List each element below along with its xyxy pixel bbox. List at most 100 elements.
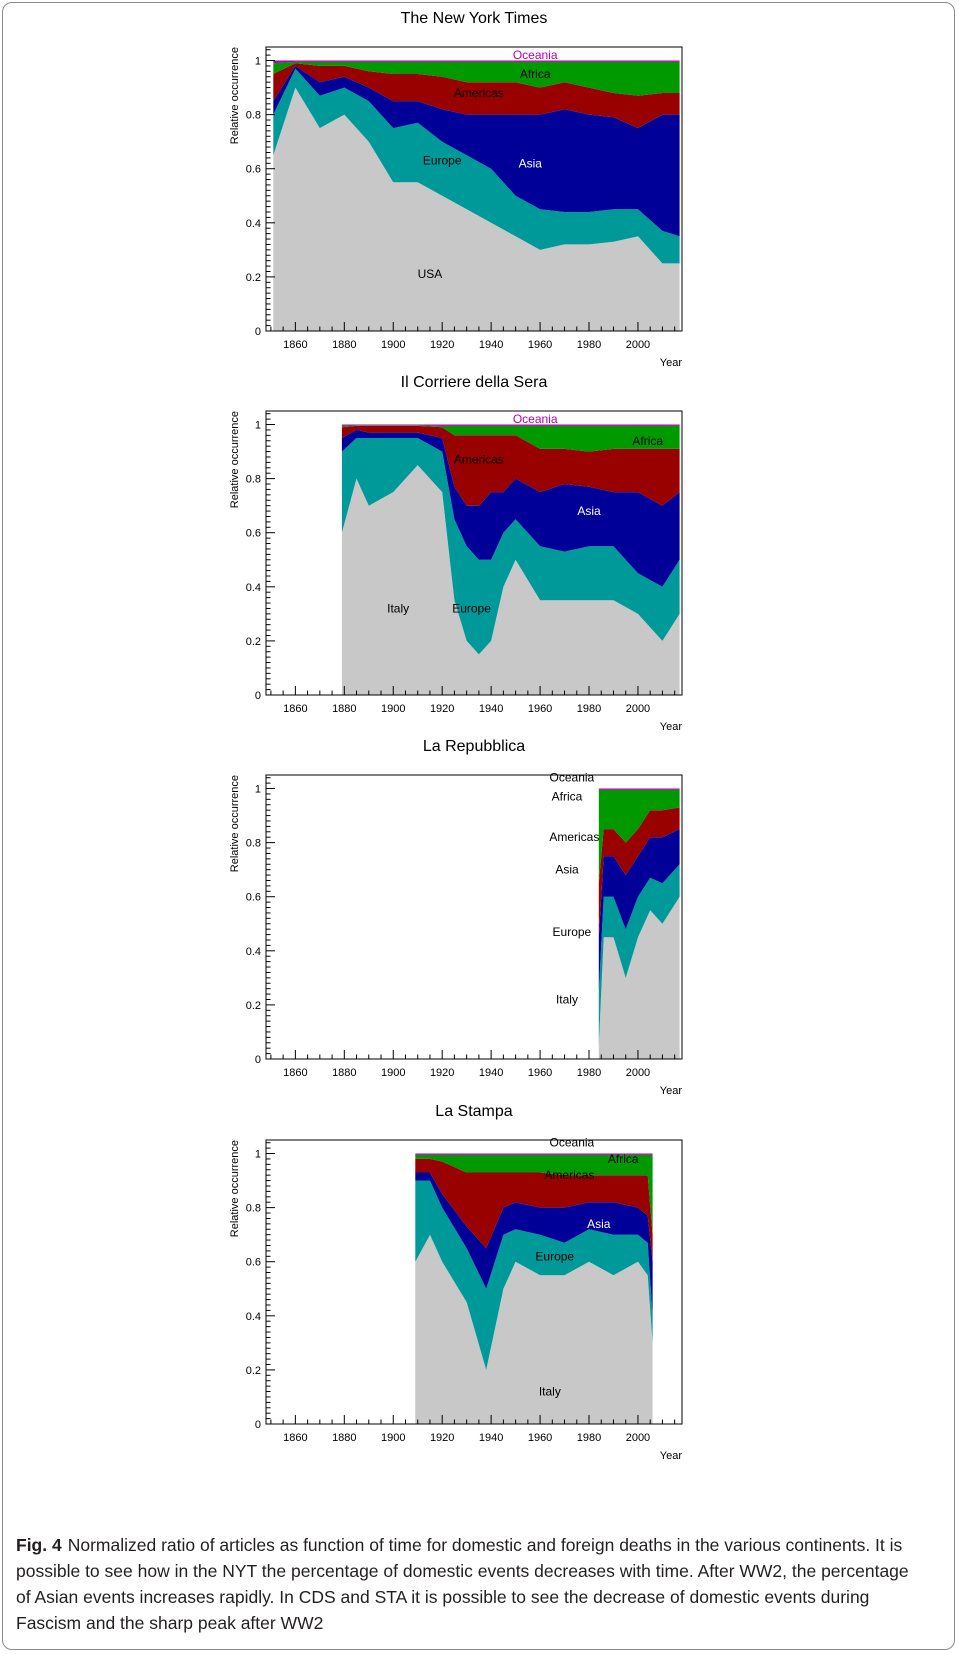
x-tick-label: 1900 — [381, 1432, 405, 1444]
y-tick-label: 0 — [255, 1419, 261, 1431]
area-asia — [598, 829, 680, 992]
y-tick-label: 0.4 — [246, 218, 261, 230]
area-italy — [341, 465, 680, 695]
x-tick-label: 1900 — [381, 1067, 405, 1079]
y-tick-label: 0.6 — [246, 1257, 261, 1269]
annotation-americas: Americas — [549, 830, 599, 844]
y-tick-label: 0.8 — [246, 110, 261, 122]
area-asia — [415, 1172, 653, 1316]
area-africa — [273, 61, 680, 96]
y-tick-label: 0.2 — [246, 636, 261, 648]
annotation-oceania: Oceania — [513, 412, 558, 426]
annotation-europe: Europe — [535, 1249, 574, 1263]
x-tick-label: 1920 — [430, 339, 454, 351]
x-tick-label: 2000 — [626, 703, 650, 715]
area-oceania — [341, 424, 680, 426]
area-africa — [598, 789, 680, 884]
area-americas — [415, 1158, 653, 1262]
annotation-italy: Italy — [556, 992, 578, 1006]
area-europe — [598, 864, 680, 1046]
y-tick-label: 0.8 — [246, 1203, 261, 1215]
annotation-oceania: Oceania — [550, 1136, 595, 1150]
x-tick-label: 1980 — [577, 703, 601, 715]
annotation-africa: Africa — [608, 1152, 639, 1166]
annotation-oceania: Oceania — [513, 48, 558, 62]
y-tick-label: 0.2 — [246, 1000, 261, 1012]
x-tick-label: 1880 — [332, 703, 356, 715]
y-tick-label: 0 — [255, 690, 261, 702]
x-tick-label: 1920 — [430, 1432, 454, 1444]
y-tick-label: 0.4 — [246, 946, 261, 958]
y-tick-label: 0.8 — [246, 838, 261, 850]
area-oceania — [273, 60, 680, 64]
annotation-europe: Europe — [452, 601, 491, 615]
x-tick-label: 1860 — [283, 1067, 307, 1079]
annotation-italy: Italy — [387, 601, 409, 615]
figure-caption-text: Normalized ratio of articles as function… — [16, 1535, 909, 1633]
x-tick-label: 1980 — [577, 339, 601, 351]
x-tick-label: 1960 — [528, 1067, 552, 1079]
annotation-africa: Africa — [552, 790, 583, 804]
figure-label: Fig. 4 — [16, 1535, 62, 1555]
x-tick-label: 1940 — [479, 1432, 503, 1444]
x-tick-label: 1920 — [430, 1067, 454, 1079]
y-tick-label: 0.4 — [246, 582, 261, 594]
chart-title: The New York Times — [401, 10, 548, 27]
chart-title: La Stampa — [435, 1103, 512, 1120]
x-tick-label: 1880 — [332, 1432, 356, 1444]
area-europe — [341, 438, 680, 655]
area-africa — [415, 1154, 653, 1235]
area-africa — [341, 425, 680, 452]
x-axis-label: Year — [660, 1450, 683, 1462]
y-tick-label: 0.6 — [246, 892, 261, 904]
annotation-usa: USA — [418, 267, 443, 281]
x-tick-label: 1920 — [430, 703, 454, 715]
x-tick-label: 1980 — [577, 1432, 601, 1444]
area-asia — [273, 65, 680, 237]
annotation-asia: Asia — [587, 1217, 611, 1231]
chart-title: La Repubblica — [423, 738, 525, 755]
annotation-africa: Africa — [520, 67, 551, 81]
x-tick-label: 1900 — [381, 339, 405, 351]
x-tick-label: 2000 — [626, 1067, 650, 1079]
chart-il-corriere-della-sera: Il Corriere della Sera 1860 1880 1900 1920 19… — [229, 374, 683, 733]
area-americas — [273, 63, 680, 129]
y-tick-label: 0.2 — [246, 272, 261, 284]
annotation-oceania: Oceania — [550, 771, 595, 785]
y-tick-label: 0.4 — [246, 1311, 261, 1323]
y-tick-label: 0 — [255, 326, 261, 338]
annotation-americas: Americas — [544, 1168, 594, 1182]
y-tick-label: 1 — [255, 420, 261, 432]
annotation-asia: Asia — [555, 863, 579, 877]
area-oceania — [598, 788, 680, 790]
x-tick-label: 1980 — [577, 1067, 601, 1079]
area-europe — [415, 1180, 653, 1370]
area-americas — [598, 807, 680, 938]
chart-title: Il Corriere della Sera — [401, 374, 548, 391]
area-usa — [273, 87, 680, 331]
y-tick-label: 0.6 — [246, 164, 261, 176]
annotation-americas: Americas — [454, 86, 504, 100]
x-tick-label: 1960 — [528, 1432, 552, 1444]
y-tick-label: 0.6 — [246, 528, 261, 540]
area-italy — [415, 1234, 653, 1424]
area-americas — [341, 425, 680, 506]
y-axis-label: Relative occurrence — [229, 1140, 241, 1237]
x-axis-label: Year — [660, 721, 683, 733]
y-tick-label: 1 — [255, 784, 261, 796]
y-tick-label: 1 — [255, 56, 261, 68]
figure-caption: Fig. 4 Normalized ratio of articles as fu… — [16, 1532, 928, 1636]
plot-frame — [265, 410, 683, 696]
annotation-africa: Africa — [632, 434, 663, 448]
x-tick-label: 1900 — [381, 703, 405, 715]
x-tick-label: 1880 — [332, 1067, 356, 1079]
annotation-asia: Asia — [519, 156, 543, 170]
annotation-americas: Americas — [454, 453, 504, 467]
x-tick-label: 1960 — [528, 703, 552, 715]
area-asia — [341, 429, 680, 587]
x-tick-label: 1960 — [528, 339, 552, 351]
y-axis-label: Relative occurrence — [229, 775, 241, 872]
chart-la-stampa: La Stampa 1860 1880 1900 1920 1940 1960 1980 200… — [229, 1103, 683, 1462]
charts-area: The New York Times 1860 1880 1900 1920 1940 19… — [229, 10, 683, 1462]
